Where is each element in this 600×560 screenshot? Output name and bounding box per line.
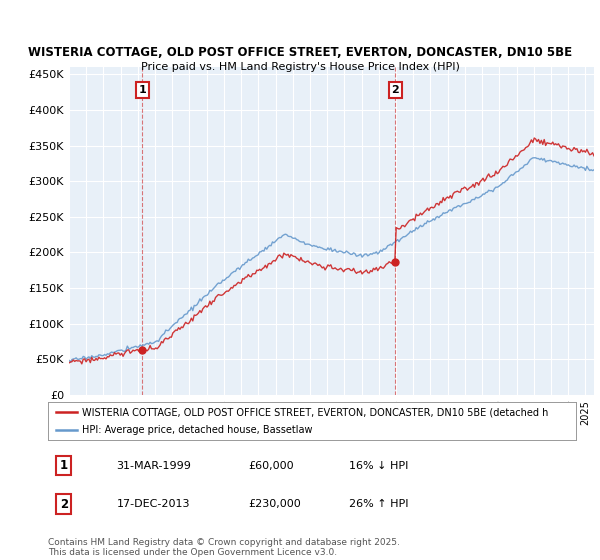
Text: 2: 2 [391, 85, 399, 95]
Text: 31-MAR-1999: 31-MAR-1999 [116, 461, 191, 470]
Text: £230,000: £230,000 [248, 499, 301, 509]
Text: 26% ↑ HPI: 26% ↑ HPI [349, 499, 409, 509]
Text: 16% ↓ HPI: 16% ↓ HPI [349, 461, 409, 470]
Text: 2: 2 [60, 498, 68, 511]
Text: 1: 1 [60, 459, 68, 472]
Text: Contains HM Land Registry data © Crown copyright and database right 2025.
This d: Contains HM Land Registry data © Crown c… [48, 538, 400, 557]
Text: 1: 1 [138, 85, 146, 95]
Text: HPI: Average price, detached house, Bassetlaw: HPI: Average price, detached house, Bass… [82, 425, 313, 435]
Text: 17-DEC-2013: 17-DEC-2013 [116, 499, 190, 509]
Text: £60,000: £60,000 [248, 461, 294, 470]
Text: WISTERIA COTTAGE, OLD POST OFFICE STREET, EVERTON, DONCASTER, DN10 5BE (detached: WISTERIA COTTAGE, OLD POST OFFICE STREET… [82, 407, 548, 417]
Text: WISTERIA COTTAGE, OLD POST OFFICE STREET, EVERTON, DONCASTER, DN10 5BE: WISTERIA COTTAGE, OLD POST OFFICE STREET… [28, 46, 572, 59]
Text: Price paid vs. HM Land Registry's House Price Index (HPI): Price paid vs. HM Land Registry's House … [140, 62, 460, 72]
